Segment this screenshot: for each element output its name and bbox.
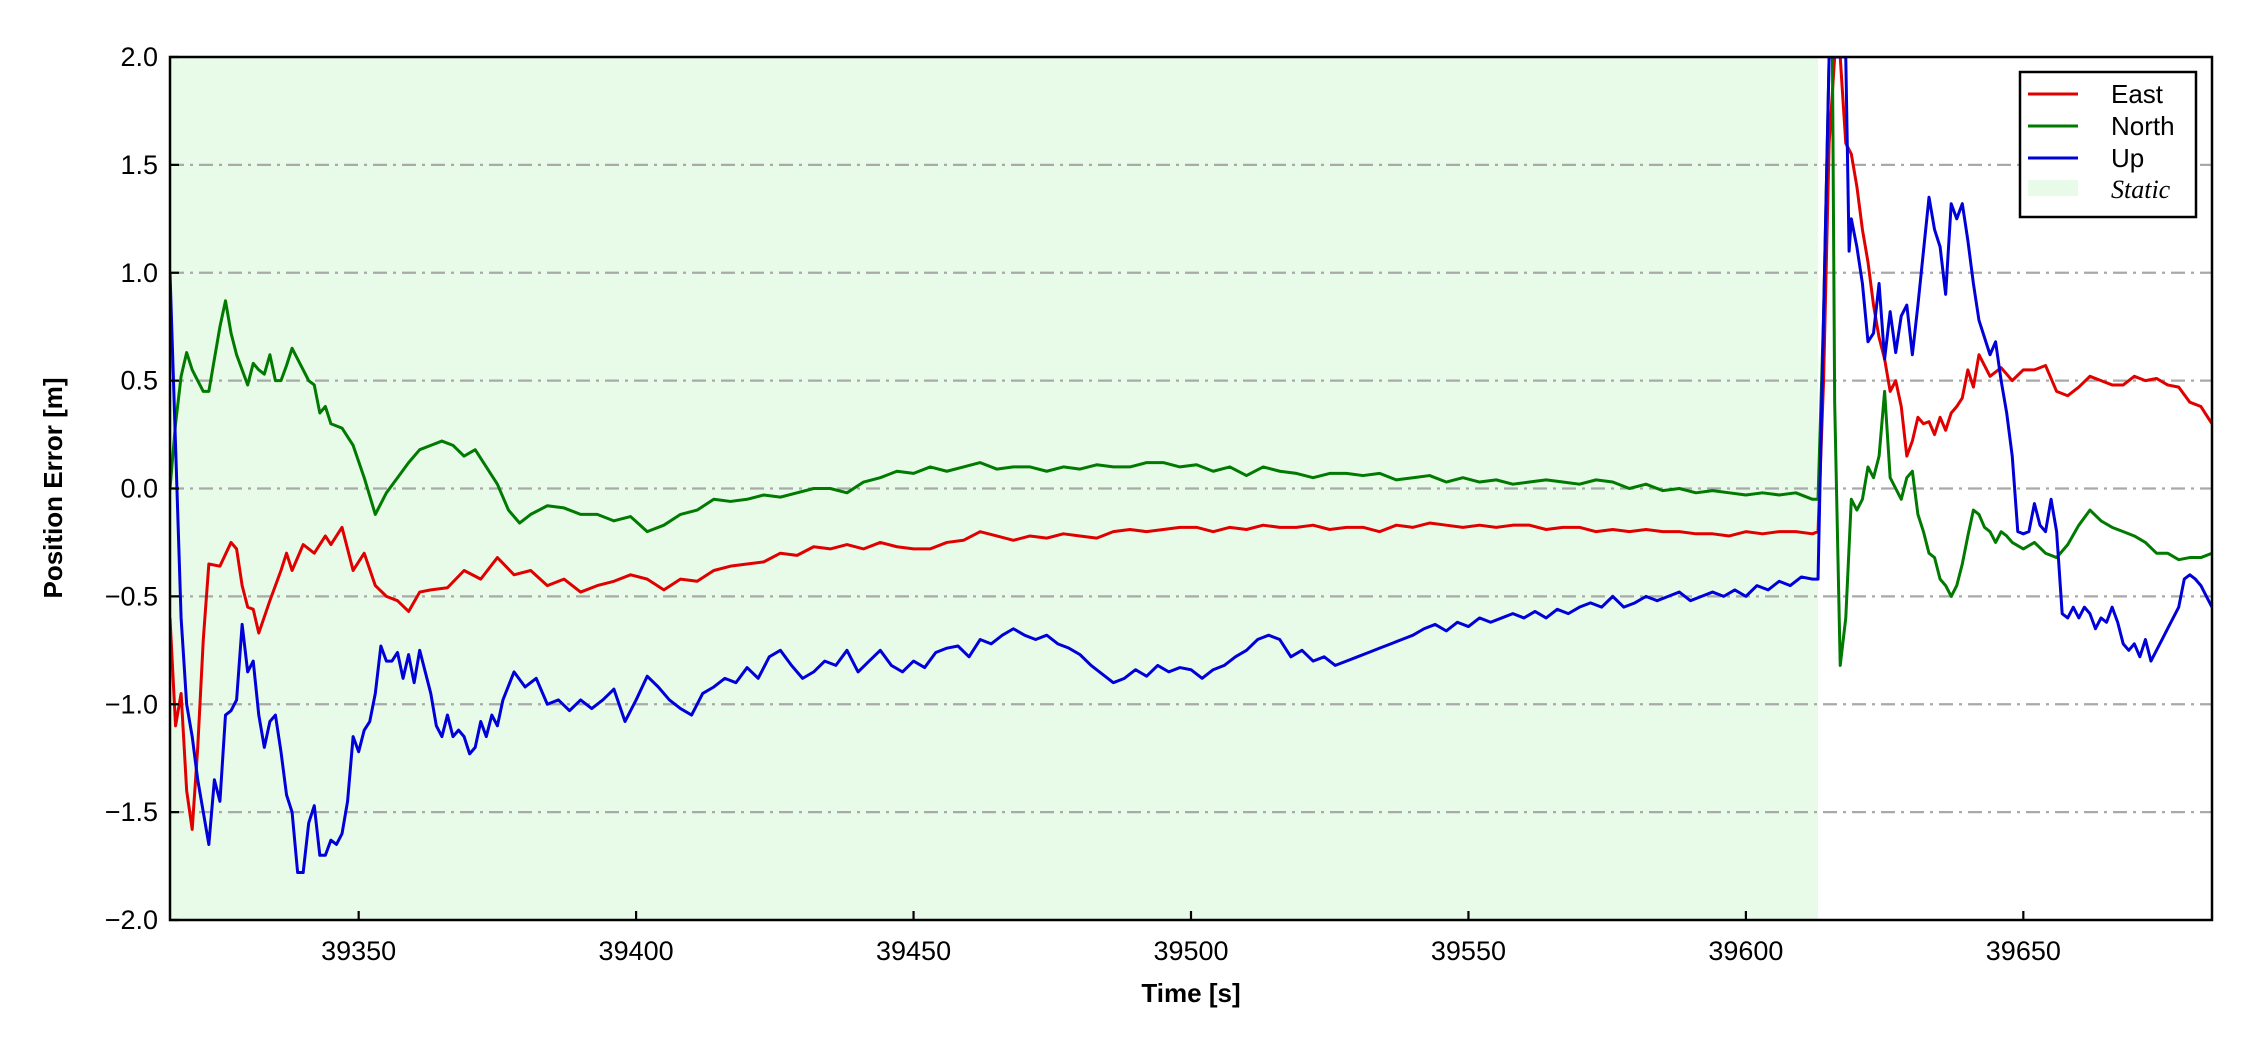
series-line-north xyxy=(170,57,2212,667)
y-tick-label: 2.0 xyxy=(120,42,158,72)
legend-north-label: North xyxy=(2111,111,2175,141)
legend-static-label: Static xyxy=(2111,175,2171,204)
x-tick-label: 39450 xyxy=(876,936,951,966)
x-tick-label: 39650 xyxy=(1986,936,2061,966)
series-line-up xyxy=(170,57,2212,875)
y-tick-label: 0.5 xyxy=(120,366,158,396)
y-tick-label: 1.0 xyxy=(120,258,158,288)
legend-static-swatch xyxy=(2028,180,2078,196)
y-tick-label: 0.0 xyxy=(120,474,158,504)
y-tick-label: −1.5 xyxy=(105,797,158,827)
series-lines xyxy=(170,57,2212,875)
y-tick-label: −1.0 xyxy=(105,689,158,719)
y-tick-label: −0.5 xyxy=(105,581,158,611)
y-axis-ticks: −2.0 −1.5 −1.0 −0.5 0.0 0.5 1.0 1.5 2.0 xyxy=(105,42,179,935)
x-axis-ticks: 39350 39400 39450 39500 39550 39600 39650 xyxy=(321,911,2061,966)
x-tick-label: 39550 xyxy=(1431,936,1506,966)
legend-up-label: Up xyxy=(2111,143,2144,173)
x-axis-label: Time [s] xyxy=(1141,978,1240,1008)
x-tick-label: 39600 xyxy=(1708,936,1783,966)
y-axis-label: Position Error [m] xyxy=(38,377,68,598)
legend: East North Up Static xyxy=(2018,70,2198,219)
series-line-east xyxy=(170,57,2212,831)
y-tick-label: 1.5 xyxy=(120,150,158,180)
x-tick-label: 39350 xyxy=(321,936,396,966)
x-tick-label: 39500 xyxy=(1153,936,1228,966)
grid-lines xyxy=(170,163,2212,814)
x-tick-label: 39400 xyxy=(599,936,674,966)
legend-east-label: East xyxy=(2111,79,2164,109)
y-tick-label: −2.0 xyxy=(105,905,158,935)
